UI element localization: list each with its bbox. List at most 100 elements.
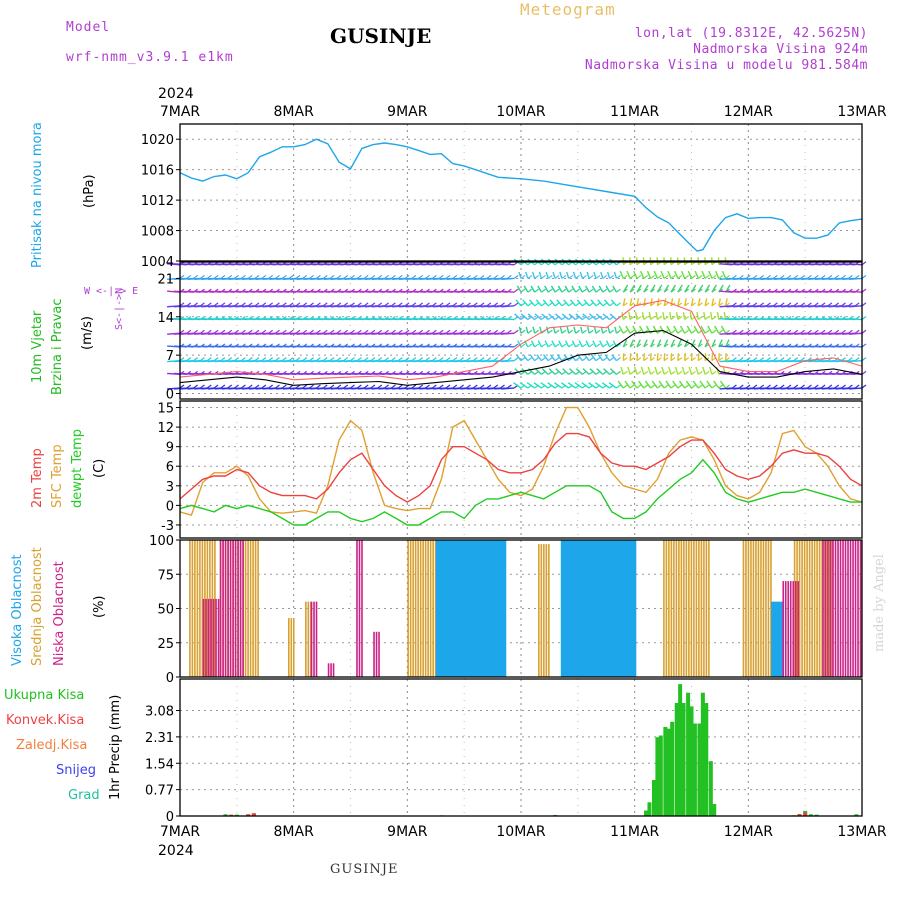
wind-barb [663,302,669,307]
wind-barb [234,274,239,279]
wind-barb [691,384,696,389]
wind-barb [445,384,451,389]
wind-barb [425,357,430,362]
wind-barb [554,382,563,389]
wind-barb [725,302,730,307]
wind-barb [295,302,301,307]
wind-barb [588,329,594,334]
wind-barb [261,384,267,389]
wind-barb [745,357,751,362]
cloud-bar [470,540,474,677]
precip-bar [246,814,251,816]
wind-barb [404,329,410,334]
legend-total-rain: Ukupna Kisa [4,688,85,703]
wind-barb [541,368,549,375]
cloud-bar [503,540,507,677]
cloud-bar [839,540,842,677]
wind-barb [384,274,389,279]
wind-barb [697,339,703,348]
wind-barb [309,302,314,307]
wind-barb [665,380,672,389]
wind-barb [550,285,556,293]
wind-barb [377,274,383,279]
cloud-bar [834,540,837,677]
wind-barb [585,285,590,293]
cloud-bar [755,540,757,677]
wind-barb [616,329,621,334]
wind-barb [588,382,597,389]
wind-barb [275,384,280,389]
precip-bar [666,728,671,816]
wind-barb [702,366,706,375]
wind-barb [629,316,635,321]
wind-barb [658,380,665,389]
wind-barb [561,357,567,362]
wind-barb [554,288,560,293]
wind-barb [700,325,706,334]
wind-barb [541,357,546,362]
wind-barb [227,384,233,389]
wind-barb [616,384,621,389]
wind-barb [501,387,515,390]
cloud-bar [844,540,847,677]
cloud-bar [792,581,795,677]
wind-barb [501,263,515,266]
wind-barb [643,357,649,362]
cloud-bar [215,598,217,677]
wind-barb [622,274,628,279]
year-label-bottom: 2024 [158,843,194,859]
wind-barb [213,357,219,362]
wind-barb [779,302,785,307]
wind-barb [506,302,512,307]
wind-barb [466,357,471,362]
wind-barb [651,380,658,389]
cloud-bar [796,540,798,677]
precip-bar [681,702,686,816]
panel-frame-temp [179,400,863,539]
wind-barb [397,384,403,389]
wind-barb [650,302,655,307]
cloud-bar [217,598,220,677]
wind-barb [657,384,662,389]
cloud-bar [455,540,459,677]
wind-barb [684,302,690,307]
cloud-bar [803,540,806,677]
wind-barb [766,329,771,334]
wind-barb [547,288,553,293]
cloud-bar [680,540,683,677]
wind-barb [847,274,853,279]
wind-barb [772,384,778,389]
wind-barb [861,329,867,334]
cloud-bar [204,540,206,677]
wind-barb [493,357,499,362]
cloud-bar [327,663,330,677]
x-tick-label-top: 7MAR [160,104,201,120]
wind-barb [517,340,522,348]
wind-barb [609,274,615,279]
wind-barb [418,384,424,389]
wind-barb [622,384,628,389]
wind-barb [582,343,587,348]
wind-barb [281,329,287,334]
wind-barb [582,302,587,307]
cloud-bar [842,540,844,677]
wind-barb [418,329,424,334]
wind-barb [633,366,638,375]
wind-barb [629,370,635,375]
wind-barb [609,368,617,375]
wind-barb [594,382,604,389]
wind-barb [695,366,699,375]
wind-barb [663,343,669,348]
wind-barb [643,274,649,279]
wind-barb [813,302,819,307]
cloud-bar [488,540,492,677]
x-tick-label-bottom: 10MAR [496,824,545,840]
y-tick-label-precip: 1.54 [145,757,174,772]
wind-barb [650,357,655,362]
wind-barb [622,298,626,306]
wind-barb [585,340,590,348]
wind-barb [322,329,328,334]
wind-barb [670,274,676,279]
wind-barb [601,382,611,389]
wind-barb [501,277,515,281]
